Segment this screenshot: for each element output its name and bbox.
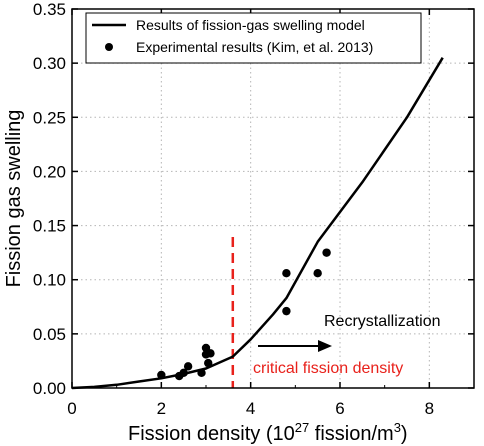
arrow-head xyxy=(318,340,332,352)
y-tick-label: 0.25 xyxy=(33,108,66,127)
y-axis-title: Fission gas swelling xyxy=(3,110,25,288)
x-axis-title-end: ) xyxy=(401,423,408,445)
y-tick-label: 0.20 xyxy=(33,162,66,181)
experimental-point xyxy=(282,269,291,278)
y-tick-label: 0.10 xyxy=(33,271,66,290)
legend-marker-swatch xyxy=(105,43,113,51)
y-tick-label: 0.35 xyxy=(33,0,66,19)
x-axis-title: Fission density (1027 fission/m3) xyxy=(128,420,408,445)
experimental-point xyxy=(206,349,215,358)
series-group xyxy=(71,57,444,390)
experimental-point xyxy=(313,269,322,278)
experimental-point xyxy=(282,306,291,316)
x-axis-title-unit: fission/m xyxy=(309,423,393,445)
x-axis-title-exp2: 3 xyxy=(394,420,401,435)
legend: Results of fission-gas swelling model Ex… xyxy=(85,12,422,64)
experimental-point xyxy=(179,368,188,378)
x-tick-label: 4 xyxy=(246,399,255,418)
grid-lines xyxy=(72,9,474,388)
axis-ticks: 0 2 4 6 8 0.00 0.05 0.10 0.15 0.20 0.25 0.30 0.35 xyxy=(33,0,474,418)
legend-box xyxy=(85,12,422,64)
x-tick-label: 0 xyxy=(67,399,76,418)
y-tick-label: 0.15 xyxy=(33,217,66,236)
experimental-point xyxy=(183,362,193,371)
model-curve xyxy=(71,57,444,390)
y-tick-label: 0.30 xyxy=(33,54,66,73)
x-axis-title-main: Fission density (10 xyxy=(128,423,295,445)
x-tick-label: 8 xyxy=(425,399,434,418)
experimental-point xyxy=(157,370,166,380)
y-tick-label: 0.00 xyxy=(33,379,66,398)
x-tick-label: 6 xyxy=(335,399,344,418)
experimental-point xyxy=(197,368,206,378)
y-tick-label: 0.05 xyxy=(33,325,66,344)
experimental-point xyxy=(322,248,331,257)
annotations: Recrystallization critical fission densi… xyxy=(253,313,440,377)
recrystallization-label: Recrystallization xyxy=(324,313,440,330)
legend-entry-experimental: Experimental results (Kim, et al. 2013) xyxy=(136,39,373,55)
x-axis-title-exp1: 27 xyxy=(295,420,309,435)
plot-frame xyxy=(71,8,475,389)
experimental-point xyxy=(204,358,213,368)
critical-density-label: critical fission density xyxy=(253,360,403,377)
legend-entry-model: Results of fission-gas swelling model xyxy=(136,17,365,33)
x-tick-label: 2 xyxy=(157,399,166,418)
